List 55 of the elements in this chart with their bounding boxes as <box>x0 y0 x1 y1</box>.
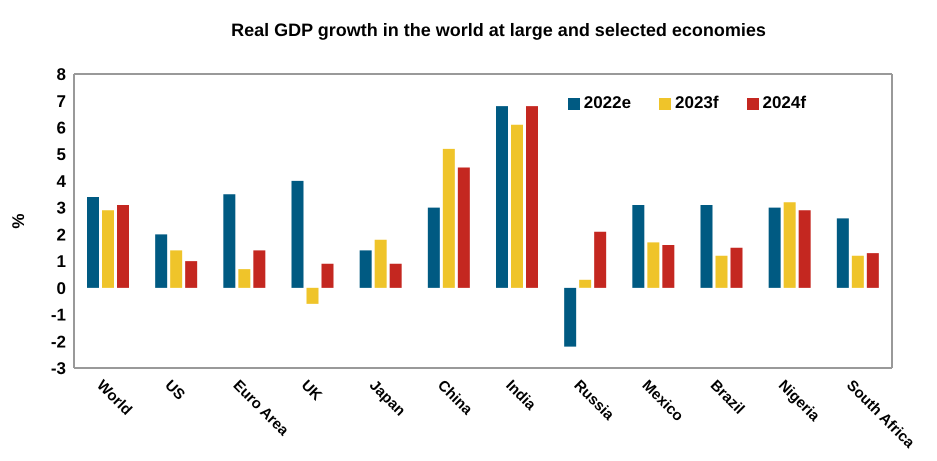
y-tick-label: 6 <box>56 118 66 138</box>
bar <box>155 234 168 288</box>
y-tick-label: -3 <box>50 359 66 378</box>
y-axis-title: % <box>9 213 28 229</box>
bar <box>852 256 864 288</box>
legend-label: 2024f <box>762 93 806 112</box>
bar <box>292 180 304 288</box>
bar <box>442 148 455 288</box>
bar <box>730 248 742 288</box>
bar <box>632 204 644 288</box>
bar <box>662 245 674 288</box>
bar <box>185 261 198 288</box>
y-tick-label: 2 <box>56 225 66 244</box>
bar <box>390 264 402 288</box>
bar <box>238 269 250 288</box>
bar <box>322 264 334 288</box>
y-tick-label: 7 <box>56 92 66 111</box>
bar <box>253 250 266 288</box>
bar <box>511 124 523 288</box>
bar <box>170 250 182 288</box>
bar <box>798 210 811 288</box>
bar <box>102 210 114 288</box>
bar <box>768 208 781 288</box>
bar <box>87 196 99 288</box>
bar <box>360 250 372 288</box>
bar <box>306 288 318 304</box>
x-tick-label: UK <box>298 376 326 404</box>
bar <box>866 253 879 288</box>
legend-label: 2022e <box>584 93 632 112</box>
bar <box>458 168 470 288</box>
bar <box>428 208 440 288</box>
y-tick-label: 5 <box>56 145 66 164</box>
y-tick-label: 4 <box>56 172 67 191</box>
bar <box>784 202 796 288</box>
chart-title: Real GDP growth in the world at large and selected economies <box>230 20 767 41</box>
bar <box>526 106 538 288</box>
y-tick-label: -1 <box>50 306 66 325</box>
bar <box>716 256 728 288</box>
bar <box>579 280 592 288</box>
bar <box>594 232 606 288</box>
bar <box>374 240 387 288</box>
y-tick-label: 8 <box>56 65 66 84</box>
bar <box>496 106 508 288</box>
bar <box>223 194 236 288</box>
legend-label: 2023f <box>675 93 719 112</box>
bar <box>700 204 712 288</box>
y-tick-label: -2 <box>50 332 66 352</box>
bar <box>647 242 660 288</box>
y-tick-label: 1 <box>56 252 66 272</box>
y-tick-label: 3 <box>56 198 66 218</box>
y-tick-label: 0 <box>56 278 66 298</box>
bar <box>117 204 129 288</box>
x-tick-label: US <box>161 376 188 404</box>
bar <box>836 218 849 288</box>
bar <box>564 288 576 347</box>
